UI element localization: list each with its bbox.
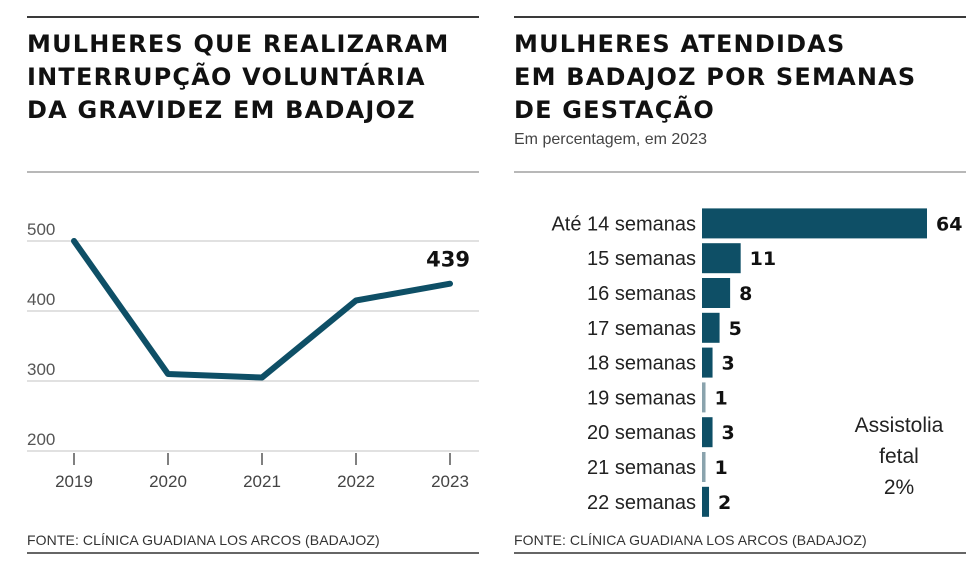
- bar: [702, 486, 710, 517]
- y-tick-label: 400: [27, 290, 55, 309]
- value-label: 11: [750, 248, 776, 270]
- value-label: 5: [729, 318, 742, 340]
- bar: [702, 278, 731, 308]
- top-rule: [27, 16, 479, 18]
- bar: [702, 243, 741, 274]
- title-line: MULHERES ATENDIDAS: [514, 30, 846, 58]
- category-label: 17 semanas: [587, 318, 696, 340]
- title-line: INTERRUPÇÃO VOLUNTÁRIA: [27, 63, 426, 91]
- series-line: [71, 238, 453, 381]
- title-line: DE GESTAÇÃO: [514, 96, 715, 124]
- category-label: 15 semanas: [587, 248, 696, 270]
- bar: [702, 382, 706, 413]
- y-tick-label: 500: [27, 220, 55, 239]
- bar: [702, 452, 706, 482]
- category-label: 16 semanas: [587, 283, 696, 305]
- title-line: DA GRAVIDEZ EM BADAJOZ: [27, 96, 416, 124]
- note-line: 2%: [883, 476, 915, 499]
- category-label: Até 14 semanas: [551, 213, 696, 235]
- line-chart: 200 300 400 500 2019 2020 2021 2022 2023 439: [27, 220, 479, 491]
- category-label: 21 semanas: [587, 457, 696, 479]
- value-label: 3: [722, 422, 735, 444]
- line-chart-title: MULHERES QUE REALIZARAM INTERRUPÇÃO VOLU…: [27, 28, 450, 127]
- x-tick-label: 2020: [149, 472, 187, 491]
- x-tick-label: 2023: [431, 472, 469, 491]
- line-chart-panel: MULHERES QUE REALIZARAM INTERRUPÇÃO VOLU…: [27, 0, 479, 580]
- bar: [702, 417, 713, 448]
- title-line: EM BADAJOZ POR SEMANAS: [514, 63, 917, 91]
- bar-chart-title: MULHERES ATENDIDAS EM BADAJOZ POR SEMANA…: [514, 28, 916, 127]
- category-label: 20 semanas: [587, 422, 696, 444]
- fetal-asystole-note: Assistolia fetal 2%: [814, 410, 980, 503]
- top-rule: [514, 16, 966, 18]
- note-line: fetal: [879, 445, 919, 468]
- value-label: 1: [715, 387, 728, 409]
- data-label: 439: [426, 248, 470, 272]
- y-tick-label: 300: [27, 360, 55, 379]
- value-label: 8: [739, 283, 752, 305]
- x-tick-label: 2021: [243, 472, 281, 491]
- title-line: MULHERES QUE REALIZARAM: [27, 30, 450, 58]
- header-divider: [514, 171, 966, 173]
- bar-chart-subtitle: Em percentagem, em 2023: [514, 131, 707, 148]
- bottom-rule: [27, 552, 479, 554]
- bottom-rule: [514, 552, 966, 554]
- bar: [702, 208, 927, 239]
- category-label: 19 semanas: [587, 387, 696, 409]
- x-tick-label: 2022: [337, 472, 375, 491]
- value-label: 64: [936, 213, 962, 235]
- note-line: Assistolia: [854, 414, 944, 437]
- bar-chart-panel: MULHERES ATENDIDAS EM BADAJOZ POR SEMANA…: [514, 0, 966, 580]
- bar: [702, 347, 713, 378]
- x-tick-label: 2019: [55, 472, 93, 491]
- value-label: 2: [718, 492, 731, 514]
- value-label: 1: [715, 457, 728, 479]
- bar: [702, 312, 720, 343]
- header-divider: [27, 171, 479, 173]
- source-note: FONTE: CLÍNICA GUADIANA LOS ARCOS (BADAJ…: [27, 532, 380, 548]
- y-tick-label: 200: [27, 430, 55, 449]
- source-note: FONTE: CLÍNICA GUADIANA LOS ARCOS (BADAJ…: [514, 532, 867, 548]
- category-label: 22 semanas: [587, 492, 696, 514]
- category-label: 18 semanas: [587, 353, 696, 375]
- value-label: 3: [722, 353, 735, 375]
